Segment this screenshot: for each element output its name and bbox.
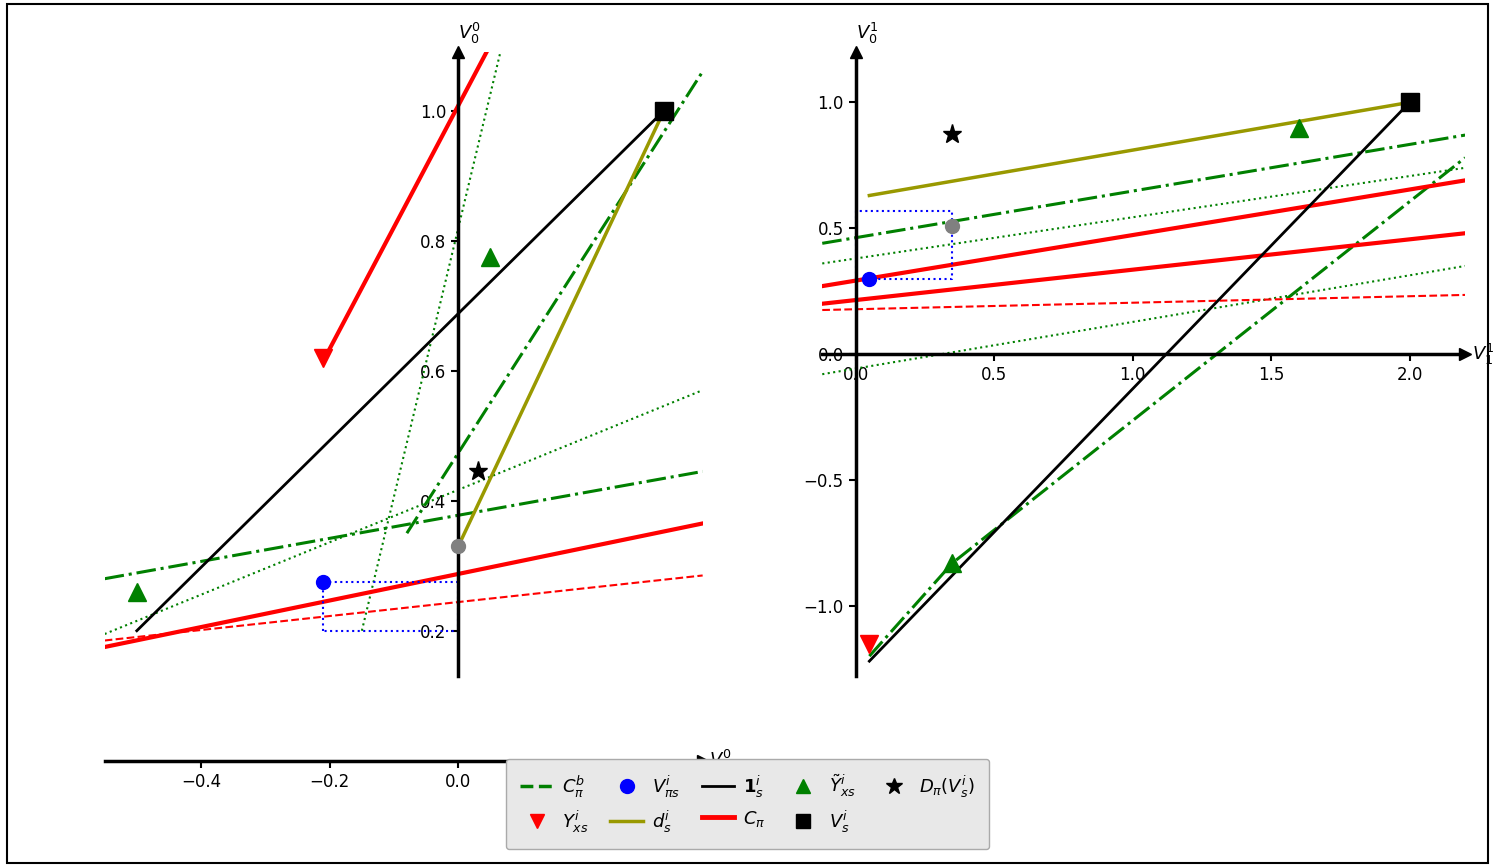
Text: $V_1^0$: $V_1^0$ — [709, 748, 731, 773]
Text: $V_0^0$: $V_0^0$ — [459, 21, 481, 46]
Legend: $C_\pi^b$, $Y_{xs}^i$, $V_{\pi s}^i$, $d_s^i$, $\mathbf{1}_s^i$, $C_\pi$, $\tild: $C_\pi^b$, $Y_{xs}^i$, $V_{\pi s}^i$, $d… — [505, 759, 990, 850]
Text: $V_0^1$: $V_0^1$ — [855, 21, 878, 46]
Text: $V_1^1$: $V_1^1$ — [1471, 342, 1494, 367]
